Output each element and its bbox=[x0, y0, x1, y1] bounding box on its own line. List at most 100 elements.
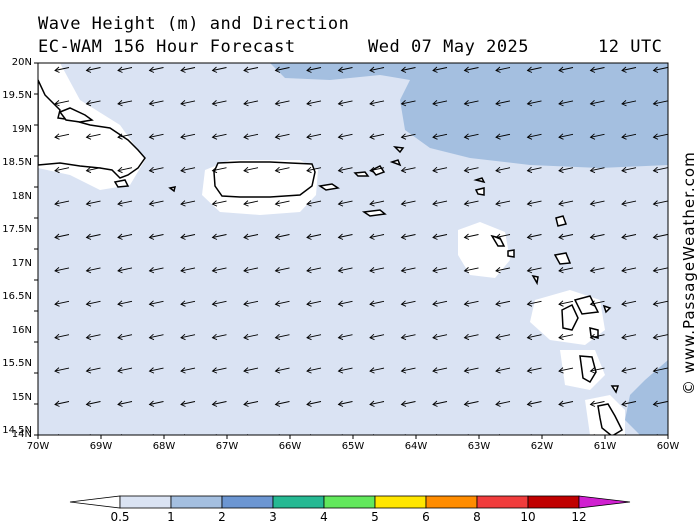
wave-arrow bbox=[369, 267, 385, 274]
wave-arrow bbox=[369, 367, 385, 374]
wave-arrow bbox=[180, 66, 196, 73]
wave-arrow bbox=[621, 66, 637, 73]
wave-arrow bbox=[180, 166, 196, 174]
wave-arrow bbox=[180, 267, 196, 274]
wave-arrow bbox=[400, 100, 416, 107]
wave-arrow bbox=[432, 200, 448, 207]
dominica-main bbox=[579, 355, 597, 384]
wave-arrow bbox=[211, 100, 227, 107]
lon-label: 61W bbox=[593, 441, 617, 452]
wave-arrow bbox=[306, 333, 322, 341]
wave-arrow bbox=[495, 133, 511, 140]
wave-arrow bbox=[400, 133, 416, 140]
hispaniola-peninsula bbox=[58, 107, 94, 123]
wave-arrow bbox=[495, 367, 511, 374]
lat-label: 17N bbox=[11, 258, 32, 269]
wave-arrow bbox=[495, 400, 511, 407]
wave-arrow bbox=[652, 100, 668, 107]
wave-arrow bbox=[400, 233, 416, 240]
barbuda-small bbox=[610, 385, 620, 394]
anguilla-st-martin bbox=[473, 177, 486, 196]
wave-arrow bbox=[148, 100, 164, 107]
wave-arrow bbox=[85, 367, 101, 374]
wave-arrow bbox=[495, 166, 511, 174]
wave-arrow bbox=[558, 200, 574, 207]
wave-arrow bbox=[117, 233, 133, 240]
wave-arrow bbox=[558, 333, 574, 341]
wave-arrow bbox=[54, 333, 70, 341]
wave-arrow bbox=[306, 367, 322, 374]
wave-arrow bbox=[306, 100, 322, 107]
wave-arrow bbox=[54, 200, 70, 207]
wave-arrow bbox=[621, 233, 637, 240]
wave-arrow bbox=[117, 66, 133, 73]
wave-arrow bbox=[558, 166, 574, 174]
wave-arrow bbox=[526, 66, 542, 73]
colorbar-cell bbox=[170, 495, 223, 509]
wave-arrow bbox=[526, 267, 542, 274]
colorbar-label: 4 bbox=[320, 510, 328, 524]
wave-arrow bbox=[85, 200, 101, 207]
wave-arrow bbox=[463, 133, 479, 140]
axis-ticks bbox=[34, 62, 669, 439]
wave-arrow bbox=[621, 267, 637, 274]
wave-arrow bbox=[274, 166, 290, 174]
wave-arrow bbox=[243, 400, 259, 407]
wave-arrow bbox=[148, 66, 164, 73]
colorbar-cell bbox=[374, 495, 427, 509]
wave-arrow bbox=[180, 333, 196, 341]
wave-arrow bbox=[495, 267, 511, 274]
wave-arrow bbox=[148, 267, 164, 274]
wave-arrow bbox=[117, 300, 133, 307]
wave-arrow bbox=[432, 166, 448, 174]
wave-arrow bbox=[117, 166, 133, 174]
wave-arrow bbox=[211, 400, 227, 407]
wave-arrow bbox=[148, 367, 164, 374]
dominica bbox=[589, 327, 599, 339]
wave-arrow bbox=[337, 66, 353, 73]
wave-arrow bbox=[526, 300, 542, 307]
wave-arrow bbox=[621, 166, 637, 174]
wave-arrow bbox=[558, 100, 574, 107]
virgin-islands bbox=[353, 145, 405, 177]
wave-arrow bbox=[652, 233, 668, 240]
wave-arrow bbox=[463, 400, 479, 407]
wave-arrow bbox=[54, 233, 70, 240]
puerto-rico bbox=[213, 161, 316, 198]
wave-arrow bbox=[621, 200, 637, 207]
wave-arrow bbox=[400, 367, 416, 374]
wave-arrow bbox=[243, 267, 259, 274]
wave-arrow bbox=[274, 66, 290, 73]
wave-arrow bbox=[337, 300, 353, 307]
wave-arrow bbox=[148, 200, 164, 207]
wave-arrow bbox=[337, 100, 353, 107]
wave-arrow bbox=[117, 200, 133, 207]
wave-arrow bbox=[243, 367, 259, 374]
wave-arrow bbox=[526, 400, 542, 407]
wave-arrow bbox=[274, 333, 290, 341]
wave-arrow bbox=[211, 367, 227, 374]
wave-arrow bbox=[85, 133, 101, 140]
wave-arrow bbox=[432, 333, 448, 341]
guadeloupe bbox=[553, 252, 612, 331]
wave-arrow bbox=[589, 233, 605, 240]
colorbar-label: 10 bbox=[520, 510, 536, 524]
wave-arrow bbox=[495, 333, 511, 341]
wave-arrow bbox=[306, 267, 322, 274]
wave-arrow bbox=[526, 133, 542, 140]
wave-arrow bbox=[211, 300, 227, 307]
wave-arrow bbox=[369, 100, 385, 107]
wave-arrow bbox=[652, 66, 668, 73]
wave-arrow bbox=[463, 367, 479, 374]
wave-arrow bbox=[621, 400, 637, 407]
model-label: EC-WAM 156 Hour Forecast bbox=[38, 37, 296, 57]
wave-zone-1-2m-north bbox=[270, 63, 668, 168]
wave-arrow bbox=[589, 267, 605, 274]
colorbar-cell bbox=[527, 495, 580, 509]
wave-arrow bbox=[180, 367, 196, 374]
lon-label: 70W bbox=[26, 441, 50, 452]
colorbar-label: 3 bbox=[269, 510, 277, 524]
hispaniola-landmass bbox=[38, 79, 146, 179]
wave-arrow bbox=[274, 100, 290, 107]
st-croix bbox=[361, 209, 387, 217]
